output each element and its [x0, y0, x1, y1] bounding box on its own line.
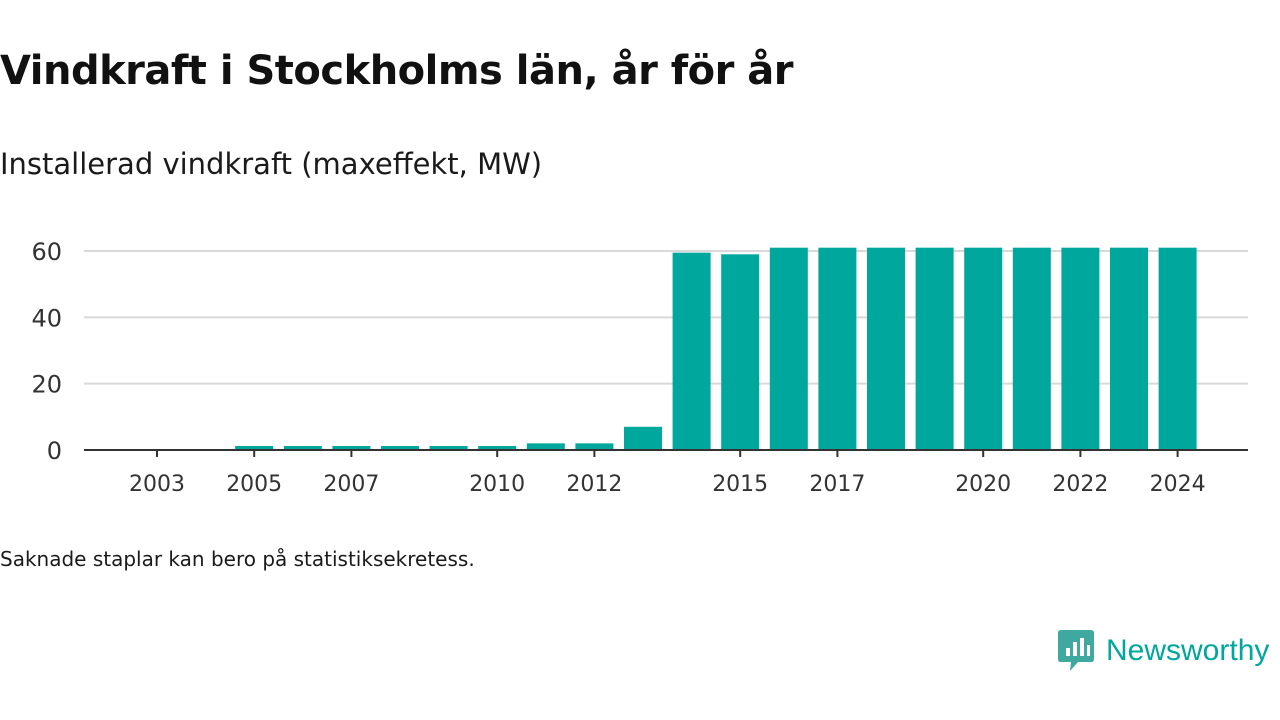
bar-2017: [818, 247, 857, 450]
bar-2007: [332, 446, 371, 450]
chart-bubble-icon: [1058, 630, 1094, 671]
y-tick-label: 40: [31, 304, 62, 332]
x-tick-label: 2007: [323, 472, 379, 497]
bar-2024: [1158, 247, 1197, 450]
bar-2011: [526, 443, 565, 450]
y-tick-label: 20: [31, 371, 62, 399]
footnote: Saknade staplar kan bero på statistiksek…: [0, 547, 475, 571]
brand-name: Newsworthy: [1106, 634, 1270, 667]
chart-subtitle: Installerad vindkraft (maxeffekt, MW): [0, 147, 543, 181]
bar-2022: [1061, 247, 1100, 450]
bar-2023: [1110, 247, 1148, 450]
bar-chart: 0 20 40 60 2003 2005 2007 2010 2012 2015 2017 2020…: [31, 238, 1248, 497]
bar-2016: [769, 247, 808, 450]
bars: [235, 247, 1197, 450]
x-tick-label: 2024: [1150, 472, 1206, 497]
x-tick-label: 2020: [955, 472, 1011, 497]
y-tick-label: 0: [47, 437, 62, 465]
bar-2014: [672, 252, 711, 450]
x-tick-label: 2015: [712, 472, 768, 497]
x-tick-label: 2017: [809, 472, 865, 497]
x-tick-label: 2003: [129, 472, 185, 497]
bar-2021: [1012, 247, 1051, 450]
bar-2012: [575, 443, 614, 450]
newsworthy-logo: Newsworthy: [1058, 630, 1269, 672]
bar-2013: [624, 426, 662, 450]
bar-2005: [235, 446, 274, 450]
bar-2010: [478, 446, 517, 450]
gridlines: [84, 250, 1248, 385]
x-tick-label: 2010: [469, 472, 525, 497]
x-axis-ticks: 2003 2005 2007 2010 2012 2015 2017 2020 2022 2024: [129, 450, 1206, 497]
bar-2020: [964, 247, 1003, 450]
chart-title: Vindkraft i Stockholms län, år för år: [0, 48, 793, 94]
y-tick-label: 60: [31, 238, 62, 266]
x-tick-label: 2012: [566, 472, 622, 497]
x-tick-label: 2005: [226, 472, 282, 497]
y-axis-ticks: 0 20 40 60: [31, 238, 62, 465]
bar-2019: [915, 247, 954, 450]
bar-2018: [867, 247, 905, 450]
bar-2009: [429, 446, 468, 450]
bar-2015: [721, 254, 760, 450]
x-tick-label: 2022: [1052, 472, 1108, 497]
bar-2008: [381, 446, 419, 450]
bar-2006: [283, 446, 322, 450]
